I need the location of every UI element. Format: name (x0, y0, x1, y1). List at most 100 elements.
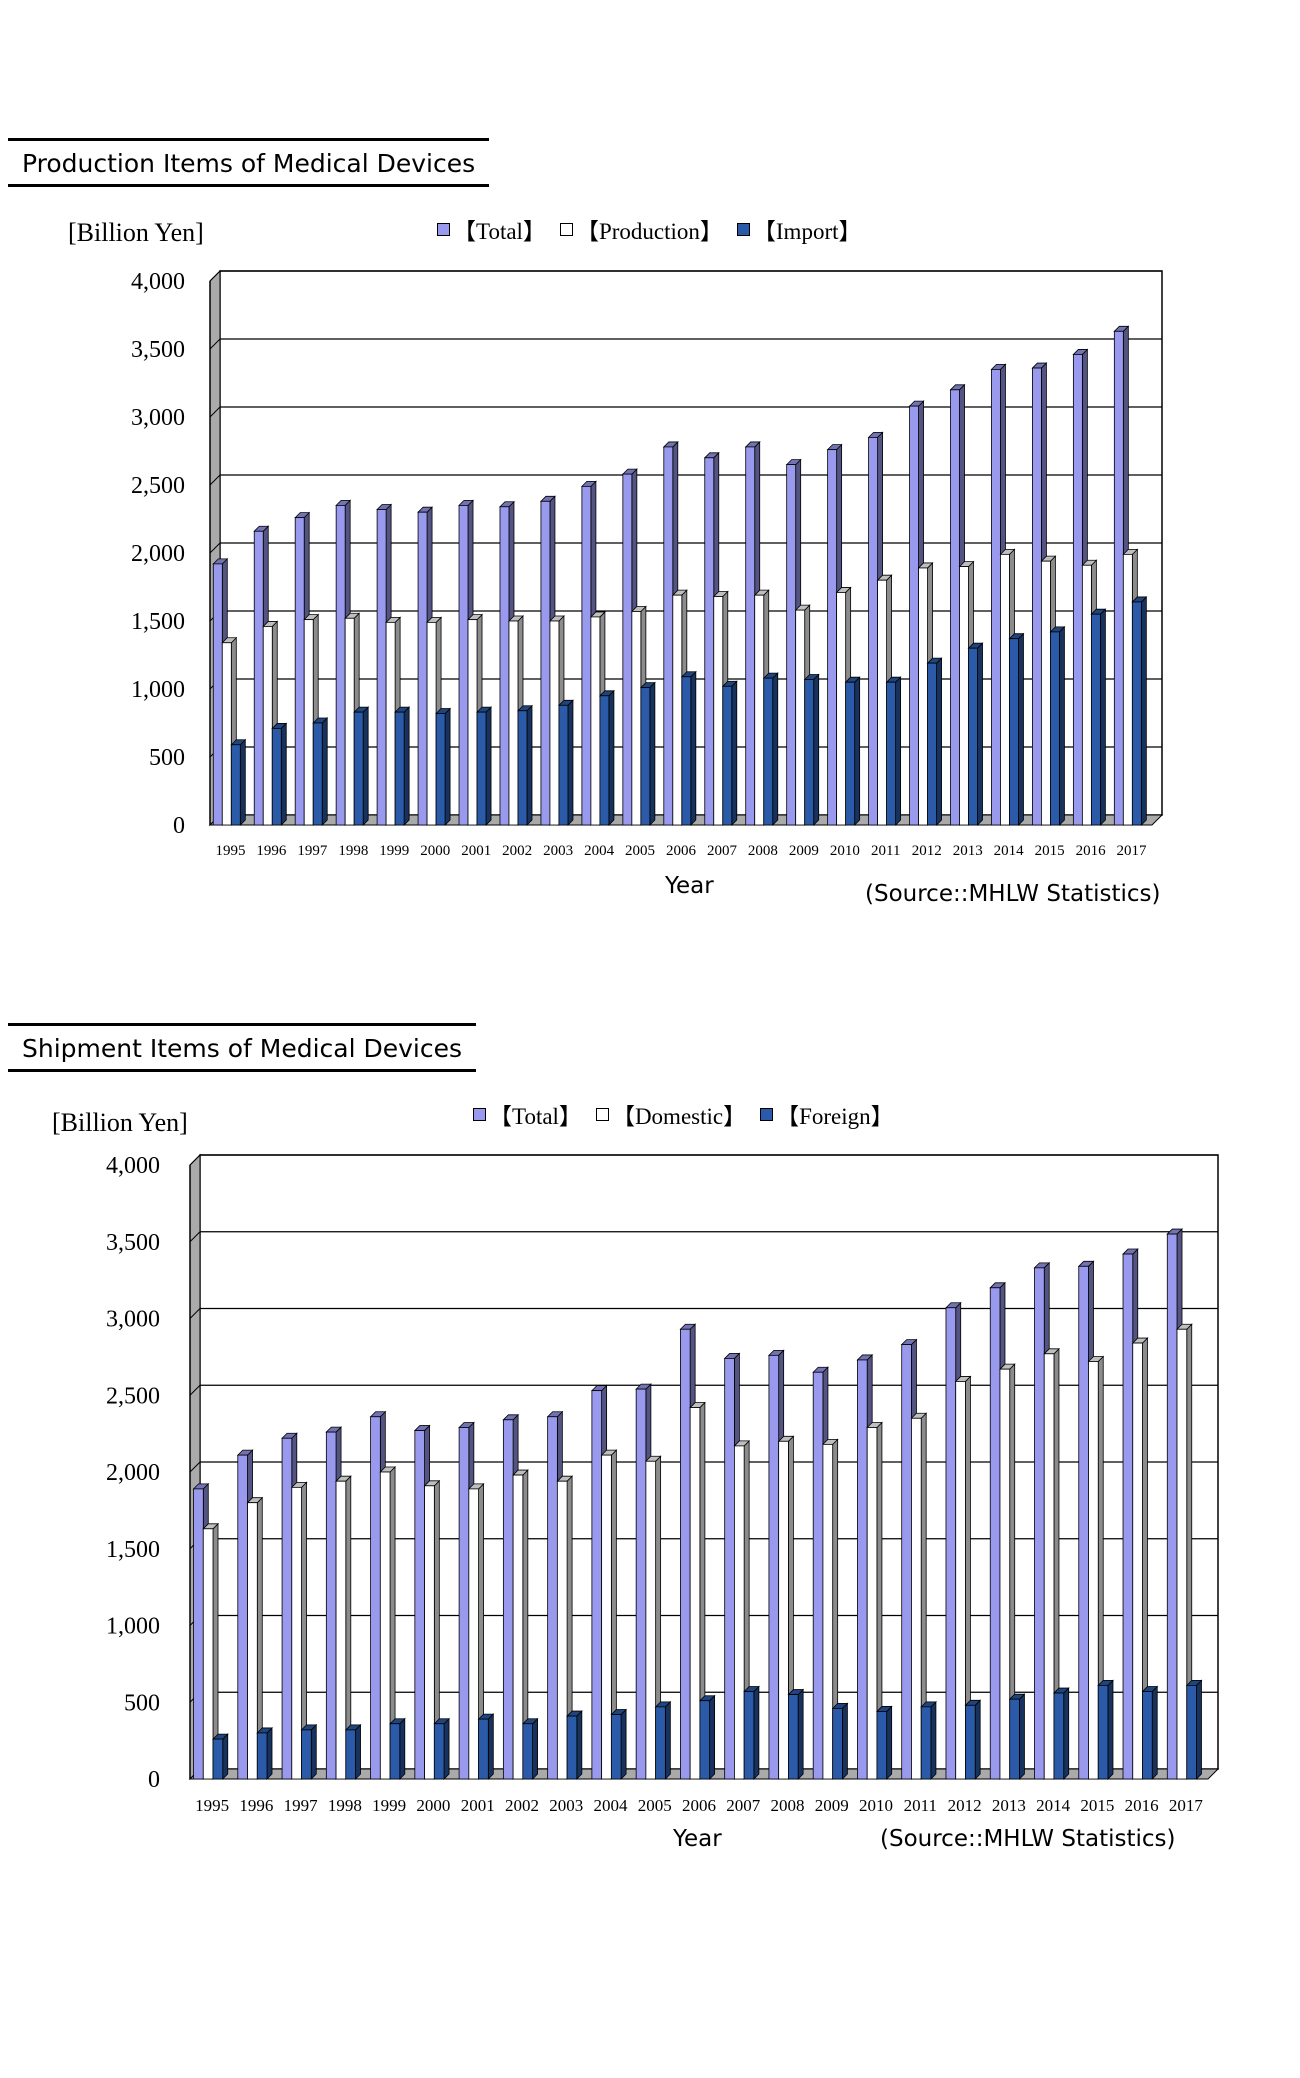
bar (645, 1460, 657, 1780)
y-tick-label: 500 (124, 1690, 160, 1716)
legend-label: 【Foreign】 (776, 1104, 894, 1129)
bar (414, 1430, 425, 1780)
bar (294, 517, 305, 826)
bar-side (649, 681, 656, 826)
chart2-title: Shipment Items of Medical Devices (8, 1023, 477, 1072)
x-tick-label: 1997 (284, 1796, 319, 1815)
bar (689, 1407, 701, 1780)
bar (763, 677, 774, 826)
bar-side (731, 680, 738, 826)
bar (379, 1471, 391, 1780)
bar (502, 1419, 514, 1780)
bar (591, 1390, 603, 1780)
legend-item: 【Total】 (437, 212, 546, 246)
bar (786, 464, 797, 826)
legend-item: 【Total】 (473, 1097, 582, 1131)
bar (610, 1714, 622, 1780)
gridline-side (189, 1231, 201, 1243)
bar (857, 1359, 868, 1780)
bar-side (399, 1717, 406, 1780)
bar (1090, 613, 1101, 826)
x-tick-label: 2010 (859, 1796, 893, 1815)
legend-label: 【Total】 (489, 1104, 582, 1129)
bar-side (266, 1726, 273, 1780)
bar-side (487, 1713, 494, 1780)
bar-side (854, 676, 861, 826)
bar (927, 662, 937, 826)
y-tick-label: 3,500 (131, 337, 185, 363)
chart1-legend: 【Total】 【Production】 【Import】 (437, 212, 862, 246)
bar (291, 1486, 302, 1780)
bar (845, 681, 856, 826)
legend-label: 【Production】 (575, 219, 723, 244)
y-tick-label: 2,500 (106, 1383, 160, 1409)
bar (394, 711, 405, 826)
x-tick-label: 2007 (707, 843, 738, 859)
bar-side (1018, 632, 1024, 826)
bar (713, 596, 724, 826)
bar (193, 1488, 204, 1780)
bar (353, 711, 364, 826)
bar (601, 1454, 612, 1780)
bar-side (690, 670, 697, 826)
bar (827, 449, 838, 826)
legend-label: 【Total】 (453, 219, 546, 244)
bar (558, 704, 569, 826)
bar (795, 609, 806, 826)
bar (230, 744, 241, 826)
bar-side (1019, 1693, 1025, 1780)
bar (655, 1706, 666, 1780)
bar-side (1059, 625, 1065, 826)
bar-side (280, 722, 287, 826)
bar (458, 504, 469, 826)
x-tick-label: 2015 (1035, 843, 1065, 859)
bar (335, 504, 346, 826)
bar-side (1196, 1679, 1202, 1780)
y-tick-label: 1,500 (131, 609, 185, 635)
bar (221, 642, 232, 826)
bar (262, 626, 273, 826)
bar (202, 1528, 214, 1780)
bar (754, 594, 765, 826)
x-tick-label: 2008 (771, 1796, 805, 1815)
bar-side (797, 1688, 804, 1780)
bar (945, 1307, 957, 1780)
x-tick-label: 2017 (1169, 1796, 1204, 1815)
x-tick-label: 1995 (215, 843, 245, 859)
legend-swatch (760, 1107, 774, 1121)
bar (212, 1738, 224, 1780)
chart1-plot: 4,000 3,500 3,000 2,500 2,000 1,500 1,000 500 0 1… (131, 269, 1164, 859)
bar (1032, 367, 1042, 826)
bar (566, 1715, 578, 1780)
bar (991, 369, 1001, 826)
bar (344, 617, 355, 826)
bar (901, 1344, 912, 1780)
bar-side (532, 1717, 538, 1780)
bar-side (936, 657, 942, 826)
bar (1132, 1342, 1143, 1780)
bar (417, 511, 428, 826)
bar-side (772, 672, 779, 826)
bar-side (1063, 1687, 1070, 1780)
bar (458, 1427, 470, 1780)
bar (734, 1445, 745, 1780)
x-tick-label: 2009 (815, 1796, 849, 1815)
x-tick-label: 1997 (297, 843, 328, 859)
bar (640, 687, 651, 826)
bar (237, 1454, 248, 1780)
x-tick-label: 2012 (912, 843, 942, 859)
bar-side (444, 707, 451, 826)
legend-item: 【Foreign】 (760, 1097, 894, 1131)
bar-side (1140, 595, 1147, 826)
bar (722, 685, 733, 826)
legend-item: 【Domestic】 (595, 1097, 746, 1131)
bar (1050, 631, 1060, 826)
bar (768, 1354, 780, 1780)
chart1-source: (Source::MHLW Statistics) (865, 881, 1161, 907)
bar (549, 620, 560, 826)
bar-side (1151, 1685, 1158, 1780)
y-tick-label: 2,500 (131, 473, 185, 499)
bar (868, 436, 878, 826)
bar (540, 500, 551, 826)
bar (590, 616, 601, 826)
